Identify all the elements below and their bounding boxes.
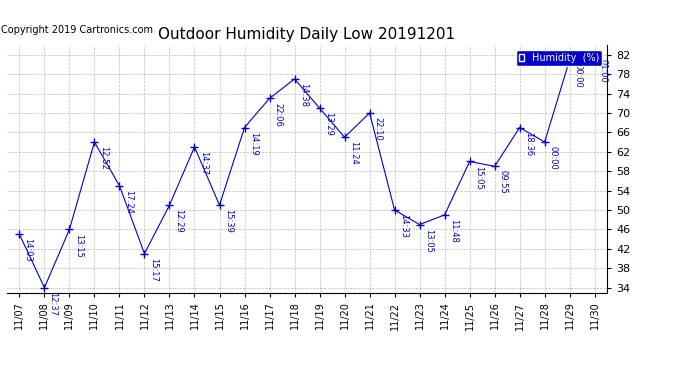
Text: 15:05: 15:05 [474,166,483,189]
Text: 00:00: 00:00 [549,146,558,170]
Text: 13:05: 13:05 [424,229,433,253]
Text: 13:29: 13:29 [324,112,333,136]
Text: 14:03: 14:03 [23,238,32,262]
Text: 18:36: 18:36 [524,132,533,156]
Text: 12:29: 12:29 [174,209,183,233]
Text: 13:15: 13:15 [74,234,83,258]
Text: 14:19: 14:19 [248,132,257,155]
Text: 14:37: 14:37 [199,151,208,175]
Text: 12:52: 12:52 [99,146,108,170]
Text: 14:33: 14:33 [399,214,408,238]
Text: Copyright 2019 Cartronics.com: Copyright 2019 Cartronics.com [1,25,153,35]
Text: 12:37: 12:37 [48,292,57,316]
Text: 01:00: 01:00 [599,59,608,82]
Title: Outdoor Humidity Daily Low 20191201: Outdoor Humidity Daily Low 20191201 [159,27,455,42]
Text: 09:55: 09:55 [499,171,508,194]
Text: 15:17: 15:17 [148,258,157,282]
Text: 00:00: 00:00 [574,64,583,87]
Text: 22:10: 22:10 [374,117,383,141]
Text: 11:24: 11:24 [348,141,357,165]
Text: 17:24: 17:24 [124,190,132,214]
Text: 22:06: 22:06 [274,102,283,126]
Text: 15:39: 15:39 [224,209,233,233]
Legend: Humidity  (%): Humidity (%) [517,50,602,66]
Text: 14:38: 14:38 [299,83,308,107]
Text: 11:48: 11:48 [448,219,457,243]
